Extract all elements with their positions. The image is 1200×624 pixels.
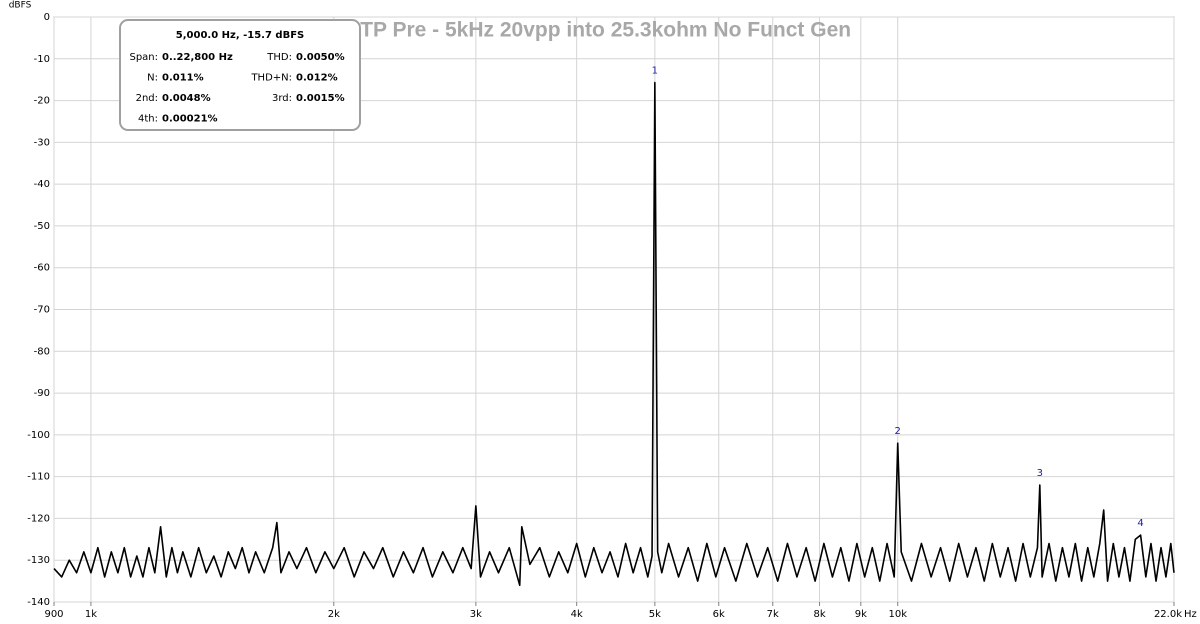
y-tick-label: -80	[34, 346, 50, 357]
y-tick-label: -10	[34, 54, 50, 65]
info-value: 0.011%	[162, 73, 204, 84]
y-tick-label: -70	[34, 305, 50, 316]
y-tick-label: -90	[34, 388, 50, 399]
peak-label: 1	[652, 66, 658, 77]
info-value: 0..22,800 Hz	[162, 52, 233, 63]
y-tick-label: -40	[34, 179, 50, 190]
info-label: N:	[147, 73, 158, 84]
y-tick-label: -60	[34, 263, 50, 274]
info-value: 0.0048%	[162, 93, 211, 104]
x-tick-label: 10k	[888, 609, 907, 620]
info-label: THD:	[266, 52, 292, 63]
peak-label: 2	[895, 426, 901, 437]
x-tick-label: 3k	[470, 609, 482, 620]
x-tick-label: 900	[44, 609, 63, 620]
x-tick-label: 1k	[85, 609, 97, 620]
info-label: 3rd:	[272, 93, 292, 104]
info-label: THD+N:	[250, 73, 292, 84]
info-value: 0.012%	[296, 73, 338, 84]
x-tick-label: 8k	[813, 609, 825, 620]
x-tick-label: 9k	[855, 609, 867, 620]
y-tick-label: -110	[27, 472, 50, 483]
x-tick-label: 2k	[328, 609, 340, 620]
x-tick-label: 4k	[571, 609, 583, 620]
info-box	[119, 19, 361, 131]
info-label: 2nd:	[136, 93, 158, 104]
x-axis-unit: Hz	[1184, 609, 1197, 620]
x-tick-label: 22.0k	[1154, 609, 1182, 620]
info-value: 0.0015%	[296, 93, 345, 104]
x-tick-label: 7k	[767, 609, 779, 620]
y-tick-label: 0	[44, 12, 50, 23]
info-value: 0.00021%	[162, 114, 218, 125]
y-tick-label: -50	[34, 221, 50, 232]
x-tick-label: 6k	[713, 609, 725, 620]
y-tick-label: -130	[27, 555, 50, 566]
peak-label: 3	[1037, 468, 1043, 479]
peak-label: 4	[1137, 518, 1143, 529]
info-label: 4th:	[138, 114, 158, 125]
spectrum-trace	[53, 81, 1175, 587]
y-tick-label: -100	[27, 430, 50, 441]
x-tick-label: 5k	[649, 609, 661, 620]
y-tick-label: -20	[34, 96, 50, 107]
chart-title: LTP Pre - 5kHz 20vpp into 25.3kohm No Fu…	[349, 19, 851, 42]
y-tick-label: -140	[27, 597, 50, 608]
cursor-readout: 5,000.0 Hz, -15.7 dBFS	[176, 30, 304, 41]
info-label: Span:	[129, 52, 158, 63]
y-tick-label: -30	[34, 137, 50, 148]
info-value: 0.0050%	[296, 52, 345, 63]
y-axis-unit: dBFS	[9, 1, 32, 11]
y-tick-label: -120	[27, 513, 50, 524]
